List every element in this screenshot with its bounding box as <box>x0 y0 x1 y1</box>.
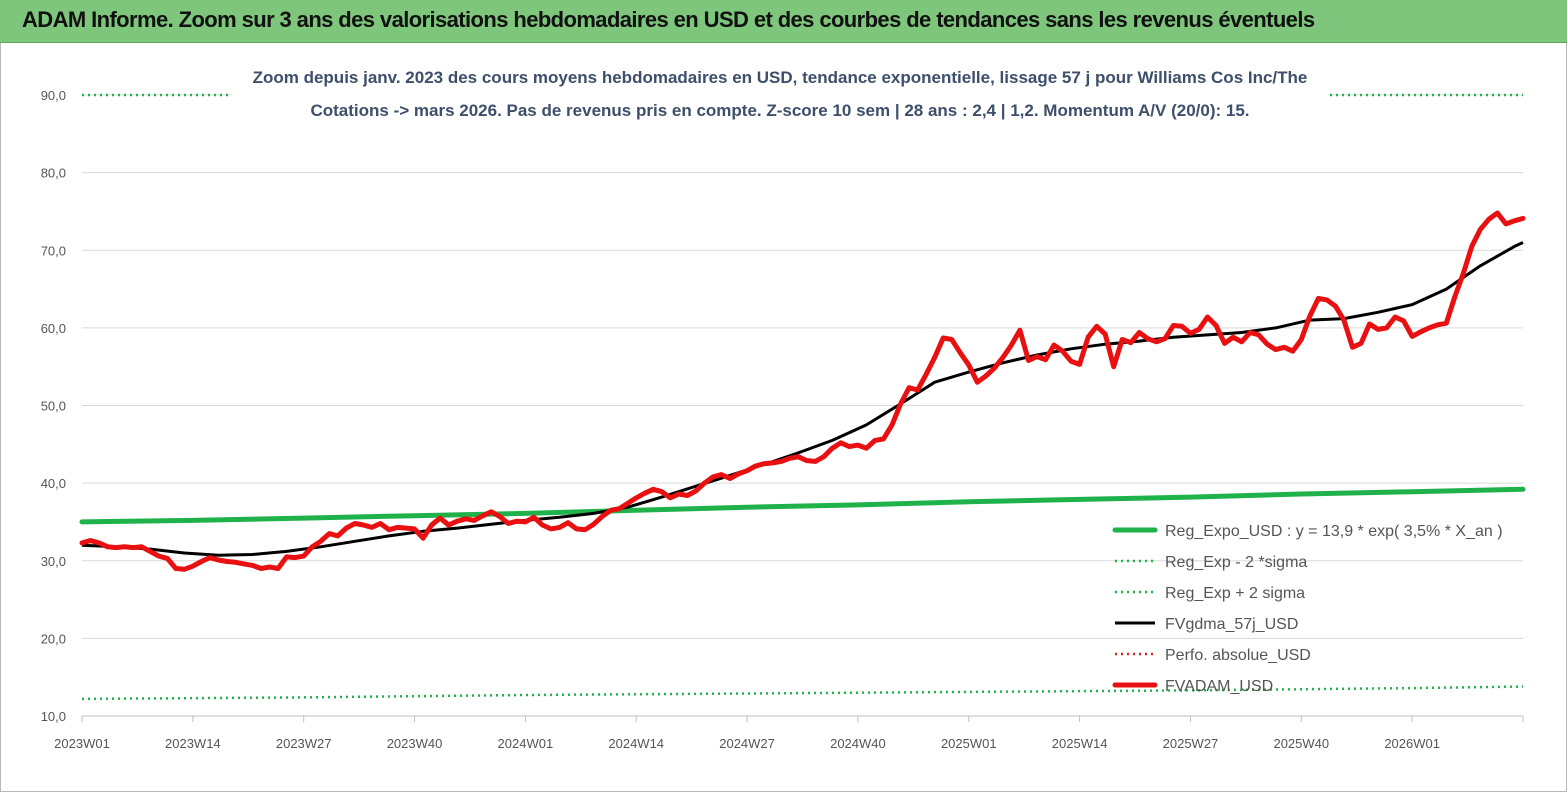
y-tick-label: 10,0 <box>41 709 66 724</box>
series-layer <box>79 93 1526 701</box>
y-tick-label: 20,0 <box>41 631 66 646</box>
legend-entry: Reg_Exp - 2 *sigma <box>1165 554 1307 571</box>
legend-entry: Reg_Exp + 2 sigma <box>1165 585 1305 602</box>
y-tick-label: 60,0 <box>41 321 66 336</box>
y-tick-label: 90,0 <box>41 88 66 103</box>
series-reg-exp-minus-2sigma <box>81 685 1524 701</box>
x-tick-label: 2025W14 <box>1052 736 1108 751</box>
x-tick-label: 2025W40 <box>1273 736 1329 751</box>
x-tick-label: 2025W27 <box>1163 736 1219 751</box>
subtitle-background <box>232 60 1328 130</box>
legend-entry: Reg_Expo_USD : y = 13,9 * exp( 3,5% * X_… <box>1165 523 1503 540</box>
legend: Reg_Expo_USD : y = 13,9 * exp( 3,5% * X_… <box>1112 523 1503 695</box>
x-tick-label: 2026W01 <box>1384 736 1440 751</box>
x-tick-label: 2024W27 <box>719 736 775 751</box>
x-tick-label: 2024W14 <box>608 736 664 751</box>
x-tick-label: 2024W40 <box>830 736 886 751</box>
y-tick-label: 30,0 <box>41 554 66 569</box>
subtitle-layer: Zoom depuis janv. 2023 des cours moyens … <box>232 60 1328 130</box>
page-title: ADAM Informe. Zoom sur 3 ans des valoris… <box>22 7 1315 32</box>
series-fvadam <box>79 210 1526 572</box>
x-tick-label: 2024W01 <box>498 736 554 751</box>
axes-layer: 10,0 20,0 30,0 40,0 50,0 60,0 70,0 80,0 90,0 2023… <box>41 88 1524 751</box>
x-tick-label: 2025W01 <box>941 736 997 751</box>
x-tick-label: 2023W14 <box>165 736 221 751</box>
y-tick-label: 80,0 <box>41 166 66 181</box>
series-fvgdma-57j <box>81 241 1524 557</box>
y-tick-label: 70,0 <box>41 243 66 258</box>
subtitle-line-1: Zoom depuis janv. 2023 des cours moyens … <box>253 68 1308 87</box>
x-tick-label: 2023W27 <box>276 736 332 751</box>
legend-entry: Perfo. absolue_USD <box>1165 647 1311 664</box>
x-tick-label: 2023W01 <box>54 736 110 751</box>
x-tick-label: 2023W40 <box>387 736 443 751</box>
subtitle-line-2: Cotations -> mars 2026. Pas de revenus p… <box>310 101 1249 120</box>
header-bar: ADAM Informe. Zoom sur 3 ans des valoris… <box>0 0 1567 43</box>
legend-entry: FVADAM_USD <box>1165 678 1273 695</box>
legend-entry: FVgdma_57j_USD <box>1165 616 1298 633</box>
series-reg-expo <box>79 486 1526 525</box>
y-tick-label: 50,0 <box>41 399 66 414</box>
y-tick-label: 40,0 <box>41 476 66 491</box>
